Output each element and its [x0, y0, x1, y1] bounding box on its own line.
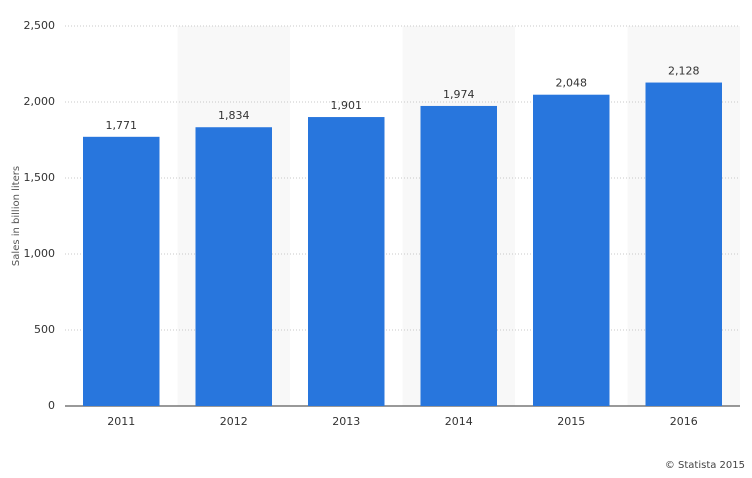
bar — [308, 117, 385, 406]
value-label: 2,128 — [668, 65, 700, 78]
y-tick-label: 0 — [48, 399, 55, 412]
y-tick-label: 1,000 — [24, 247, 56, 260]
x-tick-label: 2015 — [557, 415, 585, 428]
value-label: 1,771 — [106, 119, 138, 132]
x-tick-label: 2012 — [220, 415, 248, 428]
bar — [645, 82, 722, 406]
bar — [195, 127, 272, 407]
credit: © Statista 2015 — [665, 460, 745, 471]
bar — [83, 136, 160, 407]
value-label: 1,834 — [218, 109, 250, 122]
x-tick-label: 2011 — [107, 415, 135, 428]
bar — [533, 94, 610, 406]
value-label: 1,974 — [443, 88, 475, 101]
bar — [420, 105, 497, 407]
value-label: 1,901 — [331, 99, 363, 112]
value-label: 2,048 — [556, 77, 588, 90]
y-tick-label: 2,000 — [24, 95, 56, 108]
x-tick-label: 2014 — [445, 415, 473, 428]
y-tick-label: 2,500 — [24, 19, 56, 32]
x-tick-label: 2013 — [332, 415, 360, 428]
y-tick-label: 1,500 — [24, 171, 56, 184]
x-tick-label: 2016 — [670, 415, 698, 428]
y-axis-label: Sales in billion liters — [11, 166, 22, 266]
y-tick-label: 500 — [34, 323, 55, 336]
